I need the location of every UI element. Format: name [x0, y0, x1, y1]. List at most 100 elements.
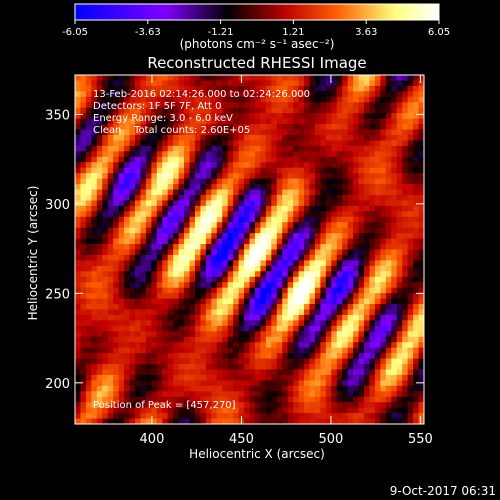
heatmap-cell	[293, 347, 299, 354]
heatmap-cell	[140, 113, 147, 120]
heatmap-cell	[151, 369, 158, 376]
heatmap-cell	[189, 205, 196, 212]
heatmap-cell	[134, 271, 141, 278]
heatmap-cell	[189, 162, 196, 169]
heatmap-cell	[102, 222, 109, 229]
heatmap-cell	[102, 167, 109, 174]
heatmap-cell	[178, 304, 185, 310]
heatmap-cell	[244, 140, 250, 147]
heatmap-cell	[276, 314, 283, 321]
heatmap-cell	[282, 222, 289, 229]
heatmap-cell	[91, 96, 98, 103]
heatmap-cell	[369, 113, 376, 120]
heatmap-cell	[309, 260, 316, 267]
heatmap-cell	[205, 211, 212, 218]
heatmap-cell	[91, 129, 98, 136]
heatmap-cell	[102, 320, 109, 327]
heatmap-cell	[96, 309, 103, 316]
heatmap-cell	[107, 325, 114, 332]
heatmap-cell	[238, 304, 245, 310]
heatmap-cell	[369, 211, 376, 218]
heatmap-cell	[167, 96, 174, 103]
heatmap-cell	[320, 91, 327, 98]
heatmap-cell	[407, 162, 414, 169]
heatmap-cell	[407, 407, 414, 414]
heatmap-cell	[113, 385, 120, 392]
heatmap-cell	[293, 304, 299, 310]
heatmap-cell	[129, 200, 136, 207]
heatmap-cell	[91, 145, 98, 152]
heatmap-cell	[211, 249, 218, 256]
heatmap-cell	[124, 249, 130, 256]
heatmap-cell	[96, 325, 103, 332]
heatmap-cell	[227, 96, 234, 103]
heatmap-cell	[369, 364, 376, 370]
heatmap-cell	[233, 145, 239, 152]
heatmap-cell	[342, 244, 349, 250]
heatmap-cell	[331, 325, 338, 332]
heatmap-cell	[369, 287, 376, 294]
heatmap-cell	[173, 80, 180, 87]
heatmap-cell	[134, 216, 141, 223]
heatmap-cell	[309, 167, 316, 174]
heatmap-cell	[156, 85, 163, 92]
heatmap-cell	[364, 391, 370, 398]
heatmap-cell	[413, 227, 419, 234]
heatmap-cell	[216, 80, 223, 87]
heatmap-cell	[211, 189, 218, 196]
heatmap-cell	[75, 178, 81, 185]
detectors-label: Detectors: 1F 5F 7F, Att 0	[93, 101, 221, 112]
heatmap-cell	[314, 91, 321, 98]
heatmap-cell	[75, 249, 81, 256]
heatmap-cell	[184, 396, 190, 403]
heatmap-cell	[227, 347, 234, 354]
heatmap-cell	[238, 309, 245, 316]
heatmap-cell	[118, 124, 125, 130]
heatmap-cell	[396, 216, 403, 223]
heatmap-cell	[385, 222, 392, 229]
heatmap-cell	[184, 189, 190, 196]
heatmap-cell	[140, 391, 147, 398]
heatmap-cell	[293, 385, 299, 392]
heatmap-cell	[276, 358, 283, 365]
heatmap-cell	[189, 309, 196, 316]
heatmap-cell	[238, 238, 245, 245]
heatmap-cell	[413, 200, 419, 207]
heatmap-cell	[358, 353, 365, 359]
heatmap-cell	[407, 102, 414, 109]
heatmap-cell	[85, 287, 92, 294]
heatmap-cell	[396, 298, 403, 305]
heatmap-cell	[178, 385, 185, 392]
heatmap-cell	[200, 304, 207, 310]
heatmap-cell	[276, 331, 283, 338]
heatmap-cell	[418, 282, 425, 289]
heatmap-cell	[331, 418, 338, 425]
heatmap-cell	[75, 189, 81, 196]
heatmap-cell	[271, 336, 278, 343]
heatmap-cell	[325, 342, 332, 349]
heatmap-cell	[85, 265, 92, 272]
heatmap-cell	[227, 364, 234, 370]
heatmap-cell	[325, 113, 332, 120]
heatmap-cell	[211, 385, 218, 392]
heatmap-cell	[91, 276, 98, 283]
heatmap-cell	[216, 211, 223, 218]
heatmap-cell	[353, 91, 359, 98]
heatmap-cell	[113, 194, 120, 201]
heatmap-cell	[353, 167, 359, 174]
heatmap-cell	[107, 385, 114, 392]
heatmap-cell	[113, 342, 120, 349]
time-range-label: 13-Feb-2016 02:14:26.000 to 02:24:26.000	[93, 89, 310, 100]
heatmap-cell	[380, 200, 387, 207]
heatmap-cell	[413, 336, 419, 343]
heatmap-cell	[178, 374, 185, 381]
heatmap-cell	[85, 134, 92, 141]
heatmap-cell	[205, 189, 212, 196]
heatmap-cell	[369, 413, 376, 419]
heatmap-cell	[227, 211, 234, 218]
heatmap-cell	[282, 233, 289, 239]
heatmap-cell	[238, 314, 245, 321]
heatmap-cell	[304, 260, 310, 267]
heatmap-cell	[151, 287, 158, 294]
heatmap-cell	[396, 151, 403, 158]
